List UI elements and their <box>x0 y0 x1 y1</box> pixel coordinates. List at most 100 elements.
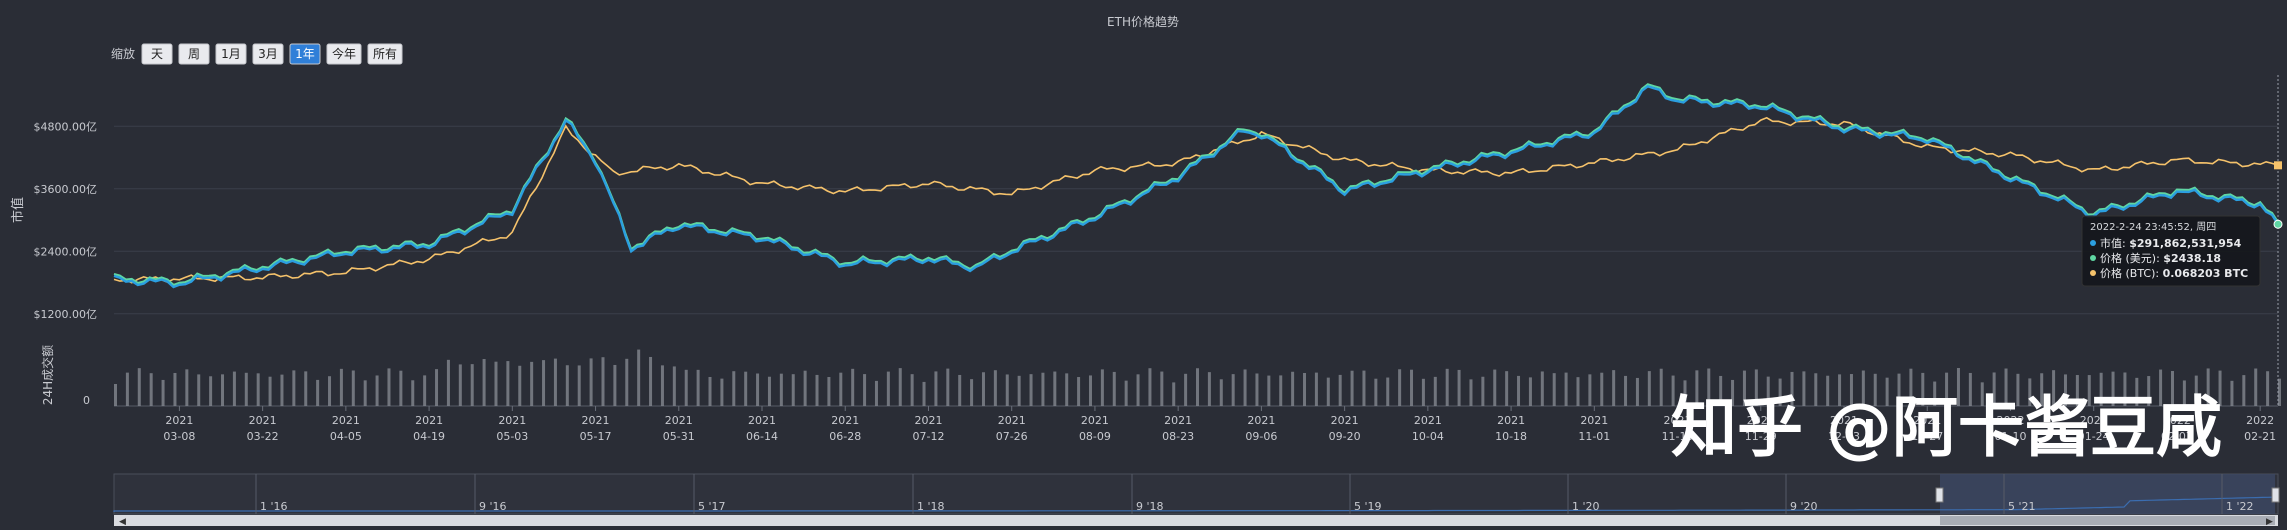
volume-bar <box>815 374 819 406</box>
volume-bar <box>1956 368 1960 406</box>
scrollbar-thumb[interactable] <box>1940 516 2275 525</box>
marker-price-btc <box>2274 161 2282 170</box>
volume-bar <box>244 372 248 406</box>
volume-bar <box>1861 370 1865 406</box>
tooltip-row-label: 价格 (美元): <box>2100 251 2163 265</box>
volume-bar <box>910 374 914 406</box>
tooltip-row: 价格 (BTC): 0.068203 BTC <box>2100 266 2248 280</box>
x-tick-year: 2021 <box>665 414 693 427</box>
zoom-button-label: 天 <box>151 47 163 61</box>
zoom-button-2[interactable]: 1月 <box>215 43 247 65</box>
volume-bar <box>613 364 617 406</box>
navigator-handle-right[interactable] <box>2271 487 2280 503</box>
volume-bar <box>1088 375 1092 406</box>
zoom-button-label: 所有 <box>373 47 397 61</box>
volume-bar <box>708 376 712 406</box>
navigator-handle-left[interactable] <box>1935 487 1944 503</box>
x-tick-date: 01-24 <box>2078 430 2110 443</box>
volume-bar <box>2099 372 2103 406</box>
x-tick-date: 04-19 <box>413 430 445 443</box>
navigator[interactable]: 1 '16 9 '16 5 '17 1 '18 9 '18 5 '19 1 '20 9 '20… <box>113 473 2280 527</box>
volume-bar <box>660 365 664 406</box>
x-tick-date: 11-01 <box>1578 430 1610 443</box>
volume-bar <box>197 374 201 406</box>
zoom-button-1[interactable]: 周 <box>178 43 210 65</box>
volume-bar <box>1326 377 1330 406</box>
scrollbar-right-arrow-icon[interactable]: ▶ <box>2266 517 2273 527</box>
volume-bar <box>1350 370 1354 406</box>
volume-bar <box>2254 368 2258 406</box>
volume-bar <box>1671 375 1675 406</box>
volume-bar <box>1160 371 1164 406</box>
volume-bar <box>898 368 902 406</box>
x-tick-year: 2021 <box>249 414 277 427</box>
volume-bars <box>114 349 2281 406</box>
volume-bar <box>1707 368 1711 406</box>
zoom-button-label: 3月 <box>258 47 278 61</box>
volume-bar <box>839 372 843 406</box>
volume-bar <box>363 380 367 406</box>
volume-bar <box>1992 372 1996 406</box>
tooltip-row-label: 价格 (BTC): <box>2100 266 2163 280</box>
zoom-label: 缩放 <box>111 46 135 61</box>
volume-bar <box>1065 373 1069 406</box>
zoom-button-label: 周 <box>188 47 200 61</box>
zoom-button-3[interactable]: 3月 <box>252 43 284 65</box>
volume-bar <box>803 370 807 406</box>
volume-bar <box>2004 368 2008 406</box>
navigator-label: 1 '16 <box>260 500 288 513</box>
tooltip-series-dot <box>2090 255 2096 261</box>
navigator-selection[interactable] <box>1940 474 2275 514</box>
x-tick-year: 2021 <box>1830 414 1858 427</box>
zoom-button-0[interactable]: 天 <box>141 43 173 65</box>
volume-bar <box>1552 373 1556 406</box>
x-tick-year: 2022 <box>2246 414 2274 427</box>
volume-bar <box>2218 370 2222 406</box>
x-axis: 2021 03-08 2021 03-22 2021 04-05 2021 04-19 2021… <box>163 406 2276 443</box>
tooltip-box <box>2081 215 2261 287</box>
volume-bar <box>732 371 736 406</box>
volume-axis-title: 24H成交额 <box>40 345 55 405</box>
volume-bar <box>1909 368 1913 406</box>
x-tick-date: 12-27 <box>1911 430 1943 443</box>
volume-bar <box>1517 375 1521 406</box>
volume-bar <box>791 374 795 406</box>
volume-bar <box>1576 377 1580 406</box>
zoom-buttons: 天 周 1月 3月 1年 今年 所有 <box>141 43 403 65</box>
volume-bar <box>2040 373 2044 406</box>
volume-bar <box>1457 369 1461 406</box>
volume-bar <box>1885 377 1889 406</box>
x-tick-year: 2022 <box>1996 414 2024 427</box>
volume-bar <box>137 368 141 406</box>
y-axis-title: 市值 <box>10 197 26 223</box>
volume-bar <box>1112 371 1116 406</box>
scrollbar-left-arrow-icon[interactable]: ◀ <box>119 517 126 527</box>
volume-bar <box>1683 380 1687 406</box>
series-line-price-usd <box>113 83 2279 287</box>
x-tick-date: 08-23 <box>1162 430 1194 443</box>
volume-bar <box>1433 376 1437 406</box>
x-tick-date: 03-08 <box>163 430 195 443</box>
volume-bar <box>625 358 629 406</box>
volume-bar <box>720 378 724 406</box>
volume-bar <box>1849 374 1853 406</box>
x-tick-date: 07-26 <box>996 430 1028 443</box>
volume-bar <box>268 376 272 406</box>
volume-bar <box>2052 370 2056 406</box>
volume-bar <box>946 368 950 406</box>
volume-bar <box>446 359 450 406</box>
volume-bar <box>1267 375 1271 406</box>
x-tick-date: 06-14 <box>746 430 778 443</box>
zoom-button-6[interactable]: 所有 <box>367 43 403 65</box>
volume-bar <box>458 364 462 406</box>
x-tick-year: 2021 <box>1497 414 1525 427</box>
zoom-button-5[interactable]: 今年 <box>326 43 362 65</box>
zoom-button-4[interactable]: 1年 <box>289 43 321 65</box>
volume-bar <box>114 384 117 406</box>
tooltip-row: 价格 (美元): $2438.18 <box>2100 251 2221 265</box>
scrollbar-track[interactable] <box>114 515 2278 526</box>
zoom-button-label: 今年 <box>332 46 356 61</box>
navigator-label: 5 '21 <box>2008 500 2036 513</box>
volume-bar <box>1980 382 1984 406</box>
volume-bar <box>637 349 641 406</box>
